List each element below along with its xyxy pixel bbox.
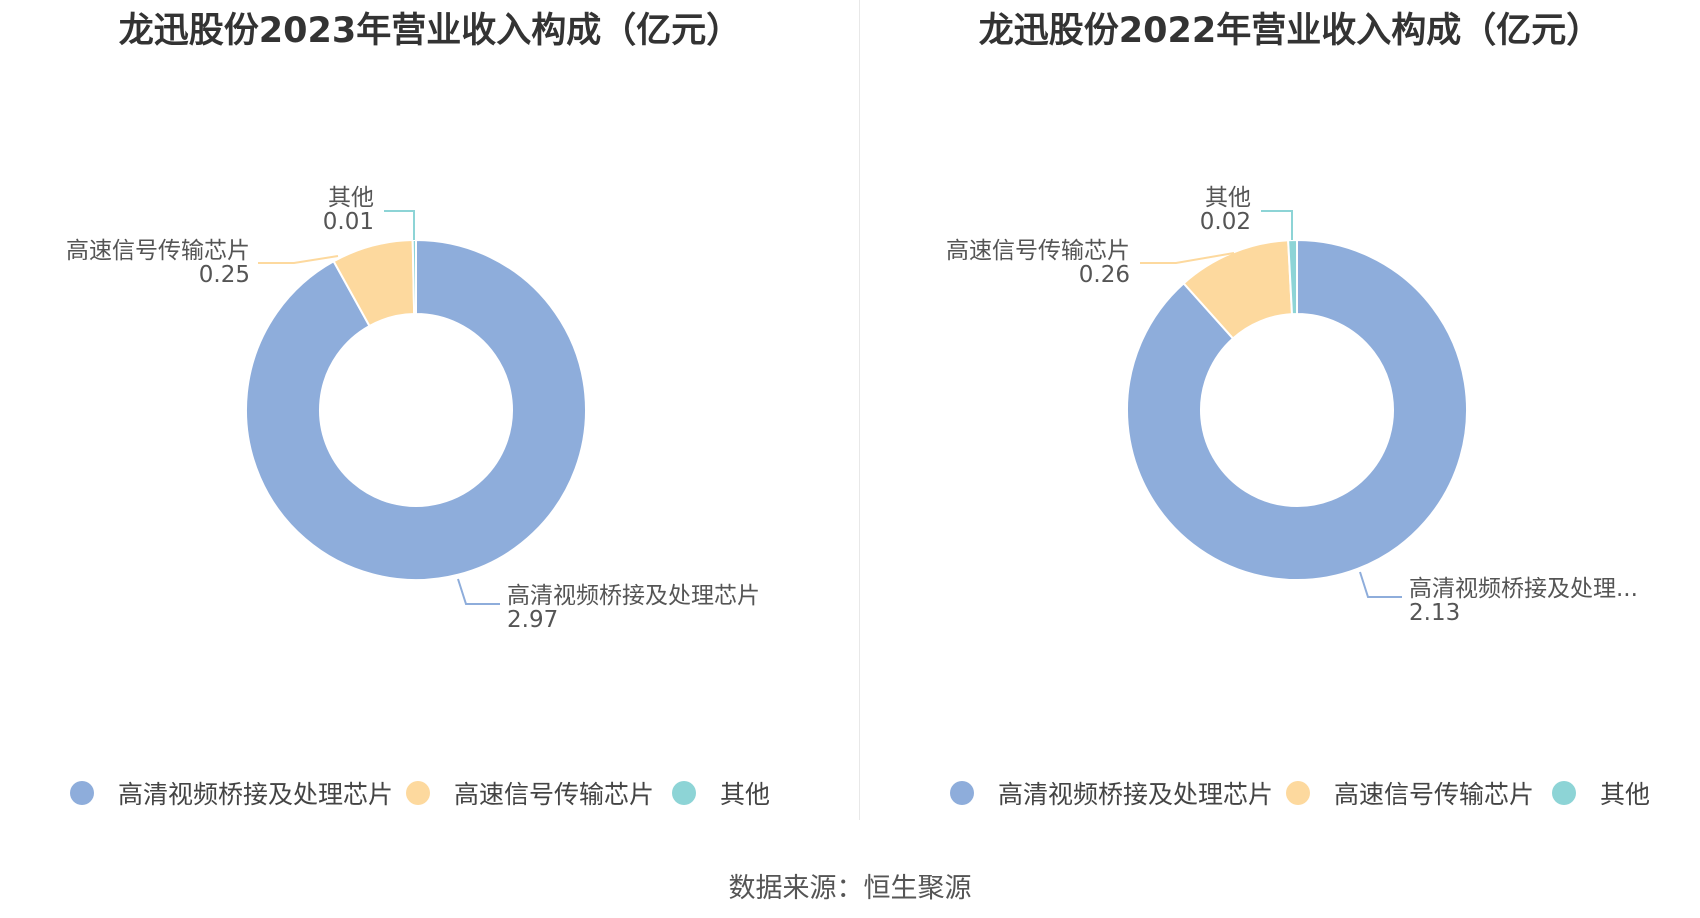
leader-line-other-2022 (1261, 210, 1293, 240)
slice-value-other-2022: 0.02 (1200, 209, 1251, 235)
legend-item-other-2023[interactable]: 其他 (672, 776, 770, 810)
legend-item-hd-2023[interactable]: 高清视频桥接及处理芯片 (70, 776, 393, 810)
slice-label-other-2023: 其他 (328, 185, 374, 211)
legend-item-other-2022[interactable]: 其他 (1552, 776, 1650, 810)
data-source: 数据来源：恒生聚源 (728, 873, 972, 904)
leader-line-hd-2022 (1359, 571, 1402, 598)
legend-label: 高清视频桥接及处理芯片 (118, 780, 394, 809)
slice-value-hs-2023: 0.25 (199, 262, 250, 288)
chart-divider (859, 0, 860, 820)
leader-line-hs-2023 (258, 255, 339, 264)
legend-label: 高速信号传输芯片 (454, 780, 655, 809)
legend-item-hs-2023[interactable]: 高速信号传输芯片 (406, 776, 654, 810)
legend-label: 高速信号传输芯片 (1334, 780, 1535, 809)
legend-dot-icon (950, 781, 974, 805)
slice-value-hs-2022: 0.26 (1079, 262, 1130, 288)
legend-label: 高清视频桥接及处理芯片 (998, 780, 1274, 809)
legend-dot-icon (70, 781, 94, 805)
slice-other-2023[interactable] (411, 238, 417, 316)
legend-dot-icon (406, 781, 430, 805)
legend-label: 其他 (720, 780, 771, 809)
donut-charts: 高清视频桥接及处理芯片2.97高速信号传输芯片0.25其他0.01高清视频桥接及… (66, 185, 1638, 633)
legend-dot-icon (1286, 781, 1310, 805)
legend-item-hs-2022[interactable]: 高速信号传输芯片 (1286, 776, 1534, 810)
slice-value-hd-2023: 2.97 (507, 607, 558, 633)
legend-label: 其他 (1600, 780, 1651, 809)
slice-label-hs-2023: 高速信号传输芯片 (66, 238, 250, 264)
slice-other-2022[interactable] (1287, 238, 1298, 316)
slice-value-hd-2022: 2.13 (1409, 600, 1460, 626)
slice-label-hs-2022: 高速信号传输芯片 (946, 238, 1130, 264)
leader-line-hs-2022 (1140, 252, 1235, 264)
chart-title-2023: 龙迅股份2023年营业收入构成（亿元） (118, 11, 742, 51)
legend-item-hd-2022[interactable]: 高清视频桥接及处理芯片 (950, 776, 1273, 810)
slice-label-hd-2022: 高清视频桥接及处理... (1409, 576, 1638, 602)
slice-value-other-2023: 0.01 (323, 209, 374, 235)
chart-title-2022: 龙迅股份2022年营业收入构成（亿元） (978, 11, 1602, 51)
leader-line-other-2023 (384, 210, 415, 240)
legend-dot-icon (672, 781, 696, 805)
slice-label-other-2022: 其他 (1205, 185, 1251, 211)
leader-line-hd-2023 (457, 578, 500, 605)
slice-label-hd-2023: 高清视频桥接及处理芯片 (507, 583, 760, 609)
slice-hd-2023[interactable] (245, 238, 587, 581)
slice-hd-2022[interactable] (1126, 238, 1468, 581)
legend-dot-icon (1552, 781, 1576, 805)
